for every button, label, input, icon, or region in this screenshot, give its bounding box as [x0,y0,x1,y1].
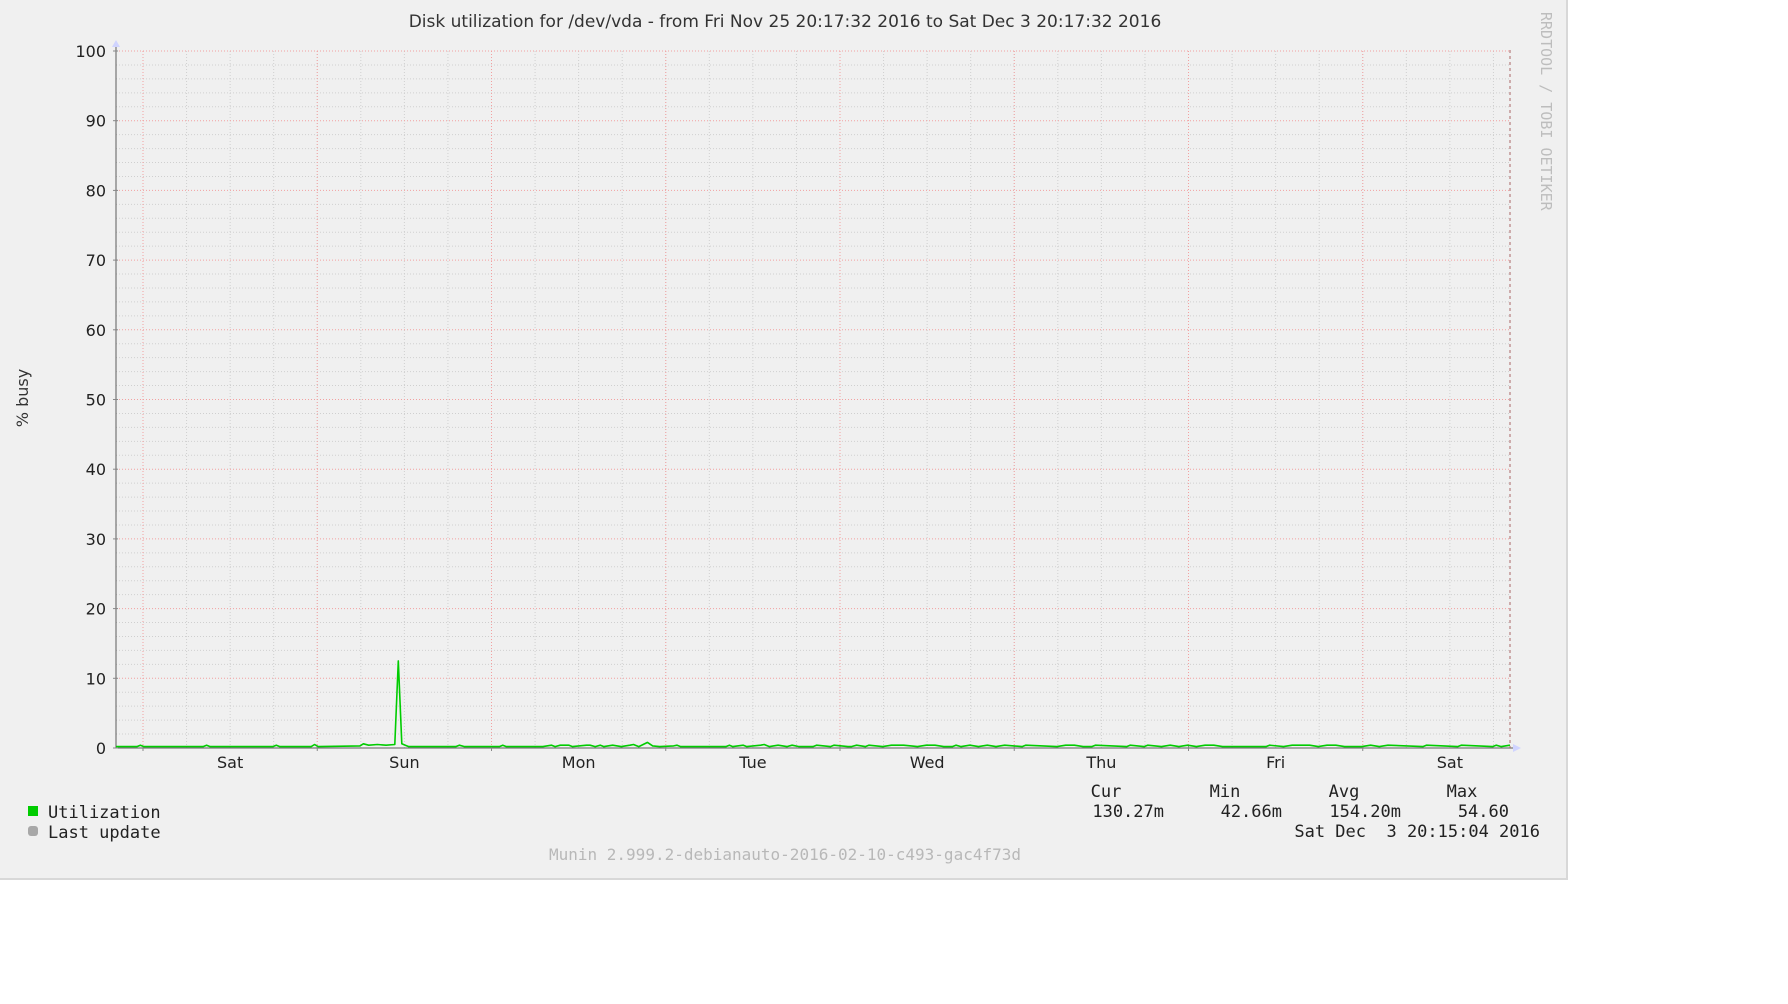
y-tick-label: 60 [86,321,106,340]
legend-header-cur: Cur [1091,782,1122,802]
minor-horizontal-grid [116,64,1510,735]
legend-label-utilization: Utilization [48,803,161,823]
x-axis-ticks: Sat Sun Mon Tue Wed Thu Fri Sat [142,746,1463,772]
x-tick-label: Sun [389,753,419,772]
x-tick-label: Thu [1085,753,1116,772]
y-axis-ticks: 0 10 20 30 40 50 60 70 80 90 100 [75,42,118,758]
legend-value-avg: 154.20m [1329,802,1401,822]
y-tick-label: 70 [86,251,106,270]
major-vertical-grid [142,51,1364,748]
last-update-value: Sat Dec 3 20:15:04 2016 [1294,822,1540,842]
x-tick-label: Mon [562,753,596,772]
x-axis-arrow [1513,744,1521,752]
y-tick-label: 30 [86,530,106,549]
y-axis-arrow [112,40,120,47]
legend-swatch-last-update [28,826,38,836]
legend-header-max: Max [1447,782,1478,802]
munin-version-footer: Munin 2.999.2-debianauto-2016-02-10-c493… [549,845,1021,864]
y-tick-label: 10 [86,669,106,688]
legend-header-avg: Avg [1329,782,1360,802]
series-line-utilization [116,660,1511,748]
x-tick-label: Fri [1266,753,1285,772]
x-tick-label: Wed [910,753,945,772]
y-axis-label: % busy [13,369,32,427]
chart-title: Disk utilization for /dev/vda - from Fri… [409,12,1162,32]
y-tick-label: 40 [86,460,106,479]
legend-label-last-update: Last update [48,823,161,843]
rrdtool-credit: RRDTOOL / TOBI OETIKER [1537,12,1555,212]
y-tick-label: 80 [86,181,106,200]
y-tick-label: 20 [86,600,106,619]
y-tick-label: 50 [86,391,106,410]
y-tick-label: 90 [86,112,106,131]
legend-value-min: 42.66m [1221,802,1282,822]
y-tick-label: 100 [75,42,106,61]
major-horizontal-grid [116,50,1510,679]
legend-value-max: 54.60 [1458,802,1509,822]
chart-svg: Disk utilization for /dev/vda - from Fri… [13,12,1555,864]
legend-swatch-utilization [28,806,38,816]
x-tick-label: Sat [1437,753,1463,772]
graph-background [0,0,1568,880]
legend-value-cur: 130.27m [1092,802,1164,822]
series-layer [116,660,1511,748]
x-tick-label: Sat [217,753,243,772]
legend-header-min: Min [1210,782,1241,802]
y-tick-label: 0 [96,739,106,758]
x-tick-label: Tue [738,753,766,772]
